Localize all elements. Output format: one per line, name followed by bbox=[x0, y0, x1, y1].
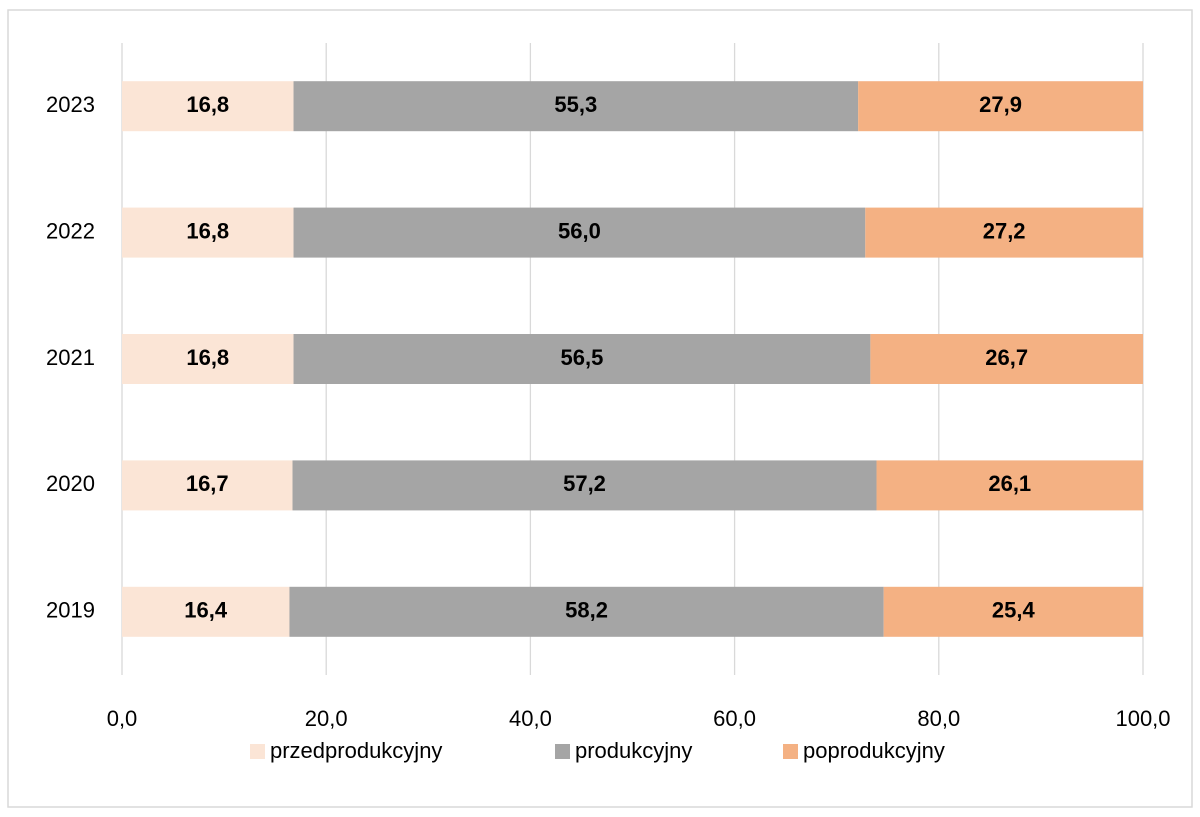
bar-segment bbox=[865, 207, 1143, 258]
data-label: 16,8 bbox=[186, 92, 229, 117]
x-tick-label: 80,0 bbox=[917, 706, 960, 731]
bar-segment bbox=[122, 460, 293, 511]
chart-border bbox=[7, 9, 1193, 808]
x-tick-label: 0,0 bbox=[107, 706, 138, 731]
y-tick-label: 2022 bbox=[46, 218, 95, 243]
x-tick-label: 40,0 bbox=[509, 706, 552, 731]
legend-swatch bbox=[250, 744, 265, 759]
y-tick-label: 2019 bbox=[46, 598, 95, 623]
data-label: 16,8 bbox=[186, 345, 229, 370]
legend-label: poprodukcyjny bbox=[803, 738, 945, 763]
bar-segment bbox=[122, 207, 294, 258]
bar-segment bbox=[293, 81, 859, 132]
bar-segment bbox=[289, 586, 884, 637]
bar-segment bbox=[122, 81, 294, 132]
bar-segment bbox=[122, 334, 294, 384]
x-tick-label: 20,0 bbox=[305, 706, 348, 731]
data-label: 57,2 bbox=[563, 471, 606, 496]
data-label: 16,4 bbox=[184, 598, 228, 623]
bar-segment bbox=[293, 334, 871, 384]
x-tick-label: 100,0 bbox=[1115, 706, 1170, 731]
data-label: 27,9 bbox=[979, 92, 1022, 117]
data-label: 27,2 bbox=[983, 218, 1026, 243]
data-label: 56,5 bbox=[561, 345, 604, 370]
data-label: 26,1 bbox=[988, 471, 1031, 496]
data-label: 26,7 bbox=[985, 345, 1028, 370]
bar-segment bbox=[870, 334, 1143, 384]
bar-segment bbox=[122, 586, 290, 637]
bar-segment bbox=[883, 586, 1143, 637]
y-tick-label: 2023 bbox=[46, 92, 95, 117]
data-label: 25,4 bbox=[992, 598, 1036, 623]
bar-segment bbox=[858, 81, 1143, 132]
data-label: 16,8 bbox=[186, 218, 229, 243]
x-tick-label: 60,0 bbox=[713, 706, 756, 731]
bar-segment bbox=[292, 460, 877, 511]
legend-label: produkcyjny bbox=[575, 738, 692, 763]
data-label: 56,0 bbox=[558, 218, 601, 243]
legend-swatch bbox=[555, 744, 570, 759]
data-label: 58,2 bbox=[565, 598, 608, 623]
legend-label: przedprodukcyjny bbox=[270, 738, 442, 763]
y-tick-label: 2020 bbox=[46, 471, 95, 496]
y-tick-label: 2021 bbox=[46, 345, 95, 370]
bar-segment bbox=[876, 460, 1143, 511]
data-label: 55,3 bbox=[554, 92, 597, 117]
data-label: 16,7 bbox=[186, 471, 229, 496]
legend-swatch bbox=[783, 744, 798, 759]
bar-segment bbox=[293, 207, 866, 258]
